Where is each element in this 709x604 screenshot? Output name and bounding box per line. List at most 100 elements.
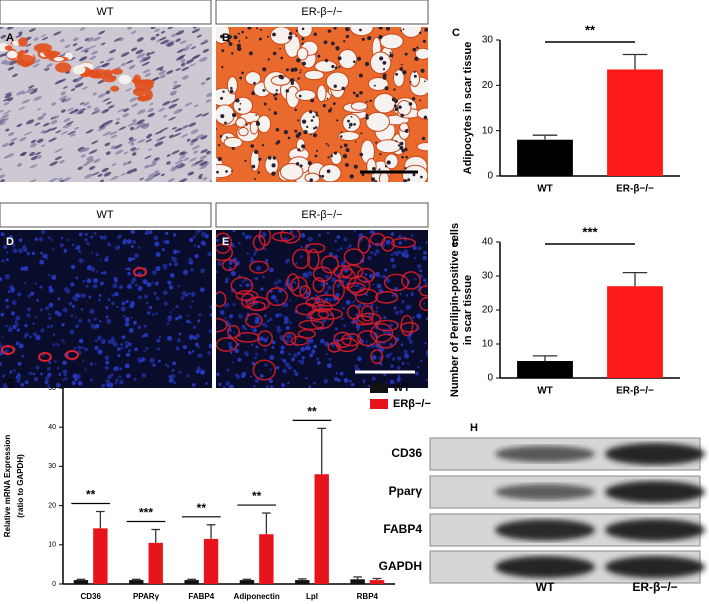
y-tick-label: 20 [48,502,56,509]
texture [297,119,300,122]
texture [62,123,72,129]
texture [181,151,186,155]
texture [175,38,181,42]
legend-swatch [370,399,388,409]
texture [357,328,360,331]
texture [23,282,26,285]
texture [122,113,130,118]
bar [184,580,199,584]
texture [245,123,248,126]
texture [190,268,194,272]
texture [72,373,78,379]
texture [170,33,178,37]
texture [5,250,9,254]
texture [411,294,414,297]
texture [197,245,201,249]
texture [18,106,26,111]
texture [284,316,289,321]
texture [88,45,97,50]
texture [21,99,30,104]
texture [133,377,137,382]
texture [62,378,66,382]
texture [228,266,232,270]
texture [134,347,138,352]
texture [57,177,63,181]
texture [328,357,332,361]
texture [94,363,97,366]
texture [196,34,202,38]
texture [146,302,149,305]
texture [317,308,343,320]
texture [114,245,120,251]
texture [299,359,305,365]
texture [250,343,254,347]
texture [275,92,278,96]
texture [104,142,111,147]
texture [168,378,174,383]
texture [77,380,83,386]
texture [59,243,64,248]
texture [80,293,86,299]
texture [92,284,98,289]
texture [151,158,161,163]
texture [314,154,318,158]
blot-column-label: WT [536,580,555,594]
texture [379,275,383,278]
texture [47,274,50,277]
texture [145,346,149,351]
texture [191,300,194,303]
texture [386,160,391,165]
texture [354,284,358,288]
texture [372,283,375,286]
texture [337,130,360,141]
texture [154,141,164,147]
texture [39,259,45,265]
texture [48,137,57,143]
texture [155,312,158,315]
texture [8,142,15,146]
texture [241,231,246,236]
texture [168,285,174,290]
significance-label: ** [585,22,596,37]
texture [153,291,157,296]
texture [143,294,148,299]
texture [174,159,184,165]
texture [80,308,84,311]
texture [5,258,9,262]
texture [63,248,68,253]
texture [0,53,5,58]
texture [394,251,400,257]
texture [104,257,109,262]
texture [101,383,106,388]
texture [423,115,428,120]
texture [45,306,50,311]
texture [356,284,360,287]
texture [154,28,160,33]
header-box [215,0,429,25]
texture [41,36,49,41]
texture [182,269,189,275]
texture [414,47,428,60]
texture [309,110,313,114]
texture [354,367,359,372]
texture [127,161,132,164]
texture [78,338,84,344]
texture [194,159,204,165]
texture [353,230,357,233]
texture [295,162,300,166]
texture [356,56,362,61]
texture [106,57,114,62]
texture [250,256,253,259]
texture [90,378,93,382]
texture [0,109,4,114]
texture [104,355,110,361]
texture [155,66,164,71]
texture [33,376,39,382]
blot-band [495,519,595,541]
texture [118,126,127,131]
texture [54,148,64,153]
texture [335,46,340,51]
texture [126,239,132,244]
texture [21,354,25,358]
texture [55,130,62,134]
